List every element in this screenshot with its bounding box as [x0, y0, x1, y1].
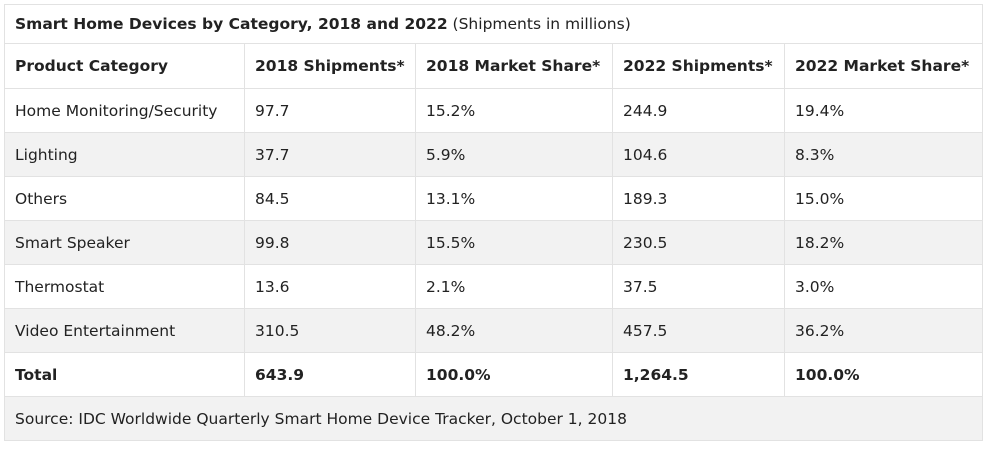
- shipments-2022-cell: 189.3: [612, 176, 785, 221]
- market-share-2018-cell: 13.1%: [415, 176, 613, 221]
- table-row: Others 84.5 13.1% 189.3 15.0%: [4, 176, 984, 221]
- total-row: Total 643.9 100.0% 1,264.5 100.0%: [4, 352, 984, 397]
- shipments-2022-cell: 104.6: [612, 132, 785, 177]
- header-row: Product Category 2018 Shipments* 2018 Ma…: [4, 43, 984, 89]
- table-row: Video Entertainment 310.5 48.2% 457.5 36.2%: [4, 308, 984, 353]
- shipments-2022-cell: 457.5: [612, 308, 785, 353]
- table-row: Smart Speaker 99.8 15.5% 230.5 18.2%: [4, 220, 984, 265]
- shipments-2018-cell: 97.7: [244, 88, 416, 133]
- product-category-cell: Video Entertainment: [4, 308, 245, 353]
- smart-home-devices-table: Smart Home Devices by Category, 2018 and…: [3, 4, 984, 441]
- column-header-2018-market-share: 2018 Market Share*: [415, 43, 613, 89]
- shipments-2018-cell: 310.5: [244, 308, 416, 353]
- market-share-2022-cell: 19.4%: [783, 88, 984, 133]
- table-title: Smart Home Devices by Category, 2018 and…: [15, 15, 448, 33]
- market-share-2022-cell: 15.0%: [783, 176, 984, 221]
- total-2022-shipments: 1,264.5: [612, 352, 785, 397]
- column-header-product-category: Product Category: [4, 43, 245, 89]
- shipments-2018-cell: 99.8: [244, 220, 416, 265]
- shipments-2018-cell: 37.7: [244, 132, 416, 177]
- source-note: Source: IDC Worldwide Quarterly Smart Ho…: [3, 396, 984, 441]
- market-share-2018-cell: 5.9%: [415, 132, 613, 177]
- column-header-2022-shipments: 2022 Shipments*: [612, 43, 785, 89]
- market-share-2018-cell: 2.1%: [415, 264, 613, 309]
- column-header-2018-shipments: 2018 Shipments*: [244, 43, 416, 89]
- market-share-2018-cell: 15.2%: [415, 88, 613, 133]
- shipments-2018-cell: 84.5: [244, 176, 416, 221]
- total-label: Total: [4, 352, 245, 397]
- market-share-2022-cell: 18.2%: [783, 220, 984, 265]
- table-body: Home Monitoring/Security 97.7 15.2% 244.9 19…: [4, 88, 984, 353]
- shipments-2022-cell: 230.5: [612, 220, 785, 265]
- market-share-2022-cell: 36.2%: [783, 308, 984, 353]
- table-row: Thermostat 13.6 2.1% 37.5 3.0%: [4, 264, 984, 309]
- title-row: Smart Home Devices by Category, 2018 and…: [3, 4, 984, 44]
- table-row: Home Monitoring/Security 97.7 15.2% 244.9 19…: [4, 88, 984, 133]
- product-category-cell: Smart Speaker: [4, 220, 245, 265]
- market-share-2022-cell: 8.3%: [783, 132, 984, 177]
- total-2018-market-share: 100.0%: [415, 352, 613, 397]
- product-category-cell: Others: [4, 176, 245, 221]
- shipments-2022-cell: 244.9: [612, 88, 785, 133]
- product-category-cell: Lighting: [4, 132, 245, 177]
- column-header-2022-market-share: 2022 Market Share*: [783, 43, 984, 89]
- smart-home-table-container: Smart Home Devices by Category, 2018 and…: [3, 4, 984, 441]
- table-title-cell: Smart Home Devices by Category, 2018 and…: [3, 4, 984, 44]
- product-category-cell: Thermostat: [4, 264, 245, 309]
- table-subtitle: (Shipments in millions): [452, 15, 631, 33]
- product-category-cell: Home Monitoring/Security: [4, 88, 245, 133]
- market-share-2018-cell: 48.2%: [415, 308, 613, 353]
- market-share-2022-cell: 3.0%: [783, 264, 984, 309]
- source-row: Source: IDC Worldwide Quarterly Smart Ho…: [3, 396, 984, 441]
- total-2022-market-share: 100.0%: [783, 352, 984, 397]
- shipments-2022-cell: 37.5: [612, 264, 785, 309]
- shipments-2018-cell: 13.6: [244, 264, 416, 309]
- total-2018-shipments: 643.9: [244, 352, 416, 397]
- table-row: Lighting 37.7 5.9% 104.6 8.3%: [4, 132, 984, 177]
- market-share-2018-cell: 15.5%: [415, 220, 613, 265]
